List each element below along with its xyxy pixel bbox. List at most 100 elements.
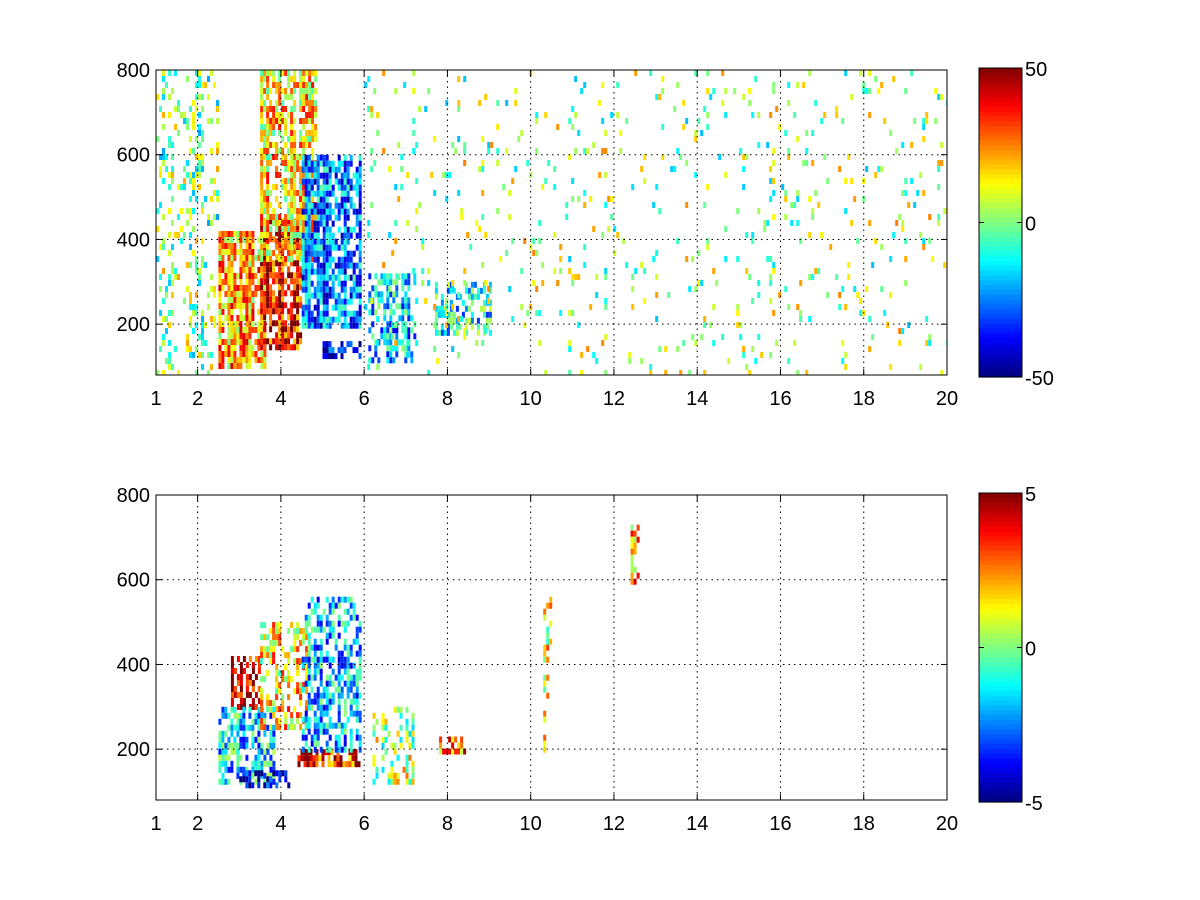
heatmap-cell <box>337 226 341 233</box>
heatmap-cell <box>546 656 550 663</box>
heatmap-cell <box>841 286 845 292</box>
heatmap-cell <box>367 106 371 112</box>
colorbar-step <box>979 690 1022 697</box>
heatmap-cell <box>293 688 297 695</box>
heatmap-cell <box>275 338 279 345</box>
y-tick-label: 400 <box>117 654 150 676</box>
heatmap-cell <box>272 124 276 130</box>
y-tick-label: 400 <box>117 229 150 251</box>
heatmap-cell <box>358 262 362 269</box>
heatmap-cell <box>543 740 547 747</box>
heatmap-cell <box>195 154 198 160</box>
heatmap-cell <box>925 316 929 322</box>
heatmap-cell <box>343 172 347 179</box>
heatmap-cell <box>333 761 337 768</box>
heatmap-cell <box>343 626 347 633</box>
colorbar-step <box>979 787 1022 793</box>
heatmap-cell <box>180 238 183 244</box>
heatmap-cell <box>281 308 285 315</box>
heatmap-cell <box>393 778 397 785</box>
heatmap-cell <box>159 274 162 280</box>
heatmap-cell <box>242 327 246 333</box>
heatmap-cell <box>218 279 222 285</box>
heatmap-cell <box>352 662 356 669</box>
colorbar-step <box>979 633 1022 639</box>
heatmap-cell <box>275 166 279 172</box>
heatmap-cell <box>278 76 282 82</box>
heatmap-cell <box>224 760 228 767</box>
heatmap-cell <box>313 190 317 197</box>
heatmap-cell <box>310 644 314 651</box>
heatmap-cell <box>476 317 480 324</box>
heatmap-cell <box>319 286 323 293</box>
heatmap-cell <box>604 334 608 340</box>
heatmap-cell <box>239 712 243 719</box>
heatmap-cell <box>387 772 391 779</box>
heatmap-cell <box>254 778 258 785</box>
heatmap-cell <box>284 238 288 244</box>
colorbar-step <box>979 72 1022 79</box>
heatmap-cell <box>331 280 335 287</box>
heatmap-cell <box>218 327 222 333</box>
heatmap-cell <box>709 322 713 328</box>
heatmap-cell <box>796 220 800 226</box>
heatmap-cell <box>201 328 204 334</box>
heatmap-cell <box>601 232 605 238</box>
heatmap-cell <box>793 112 797 118</box>
heatmap-cell <box>310 686 314 693</box>
heatmap-cell <box>260 118 264 124</box>
heatmap-cell <box>630 572 634 579</box>
heatmap-cell <box>325 190 329 197</box>
heatmap-cell <box>355 172 359 179</box>
heatmap-cell <box>688 370 692 375</box>
heatmap-cell <box>376 340 380 346</box>
heatmap-cell <box>195 346 198 352</box>
heatmap-cell <box>334 353 338 360</box>
heatmap-cell <box>275 118 279 124</box>
heatmap-cell <box>381 742 385 749</box>
heatmap-cell <box>448 736 452 743</box>
heatmap-cell <box>407 309 411 316</box>
heatmap-cell <box>278 718 282 725</box>
heatmap-cell <box>476 287 480 294</box>
heatmap-cell <box>174 70 177 76</box>
heatmap-cell <box>311 154 315 160</box>
heatmap-cell <box>290 250 294 256</box>
heatmap-cell <box>411 730 415 737</box>
heatmap-cell <box>467 305 471 312</box>
heatmap-cell <box>290 184 294 190</box>
heatmap-cell <box>304 238 308 245</box>
heatmap-cell <box>254 766 258 773</box>
heatmap-cell <box>230 730 234 737</box>
heatmap-cell <box>293 320 297 327</box>
heatmap-cell <box>236 772 240 779</box>
heatmap-cell <box>381 712 385 719</box>
heatmap-cell <box>358 274 362 281</box>
heatmap-cell <box>266 142 270 148</box>
heatmap-cell <box>296 320 300 327</box>
heatmap-cell <box>589 196 593 202</box>
heatmap-cell <box>386 339 390 346</box>
heatmap-cell <box>296 664 300 671</box>
heatmap-cell <box>340 620 344 627</box>
heatmap-cell <box>334 178 338 185</box>
heatmap-cell <box>307 220 311 227</box>
heatmap-cell <box>370 166 374 172</box>
heatmap-cell <box>233 279 237 285</box>
heatmap-cell <box>340 196 344 203</box>
heatmap-cell <box>266 154 270 160</box>
heatmap-cell <box>290 314 294 321</box>
heatmap-cell <box>543 734 547 741</box>
heatmap-cell <box>343 680 347 687</box>
heatmap-cell <box>278 682 282 689</box>
heatmap-cell <box>260 712 264 719</box>
heatmap-cell <box>281 238 285 244</box>
heatmap-cell <box>242 339 246 345</box>
heatmap-cell <box>358 280 362 287</box>
heatmap-cell <box>769 178 773 184</box>
heatmap-cell <box>673 106 677 112</box>
heatmap-cell <box>195 256 198 262</box>
heatmap-cell <box>305 646 309 653</box>
heatmap-cell <box>162 124 165 130</box>
